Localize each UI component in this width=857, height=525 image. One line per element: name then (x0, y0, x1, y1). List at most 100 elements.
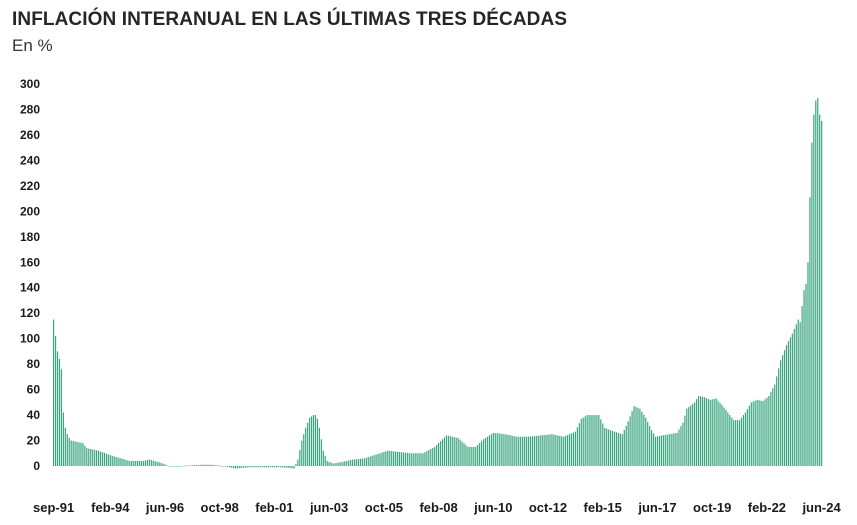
bar (543, 435, 545, 466)
bar (754, 400, 756, 466)
bar (389, 450, 391, 466)
bar (584, 416, 586, 466)
bar (262, 466, 264, 468)
bar (617, 432, 620, 466)
x-tick-label: feb-15 (584, 500, 622, 515)
bar (334, 463, 336, 466)
bar (193, 465, 195, 466)
bar (471, 446, 473, 466)
bar (477, 444, 479, 466)
bar (361, 458, 363, 466)
bar (293, 466, 295, 469)
x-tick-label: jun-03 (309, 500, 348, 515)
bar (117, 457, 119, 466)
bar (469, 446, 471, 466)
bar (778, 368, 780, 466)
bar (264, 466, 266, 468)
bar (715, 398, 717, 466)
bar (576, 427, 578, 466)
x-tick-label: jun-96 (145, 500, 184, 515)
bar (383, 451, 385, 466)
chart-title: INFLACIÓN INTERANUAL EN LAS ÚLTIMAS TRES… (12, 9, 568, 30)
bar (525, 436, 528, 466)
bar (813, 114, 815, 466)
bar (281, 466, 283, 468)
y-tick-label: 200 (20, 204, 40, 218)
bar (668, 434, 670, 466)
bar (774, 384, 776, 466)
bar (312, 415, 315, 466)
x-tick-label: feb-01 (255, 500, 293, 515)
bar (703, 397, 705, 466)
chart-subtitle: En % (12, 36, 53, 55)
bar (56, 351, 59, 466)
bar (789, 337, 791, 466)
bar (606, 428, 608, 466)
bar (770, 392, 772, 466)
bar (363, 458, 365, 466)
bar (742, 415, 745, 466)
bar (699, 396, 702, 466)
bar (314, 415, 317, 466)
bar (527, 436, 530, 466)
bar (707, 398, 709, 466)
bar (654, 436, 657, 466)
x-tick-label: sep-91 (33, 500, 74, 515)
bar (277, 466, 279, 468)
bar (408, 453, 410, 466)
bar (660, 435, 662, 466)
bar (725, 409, 727, 466)
bar (598, 415, 600, 466)
bar (199, 464, 201, 466)
bar (64, 427, 66, 466)
bar (649, 426, 651, 466)
bar (248, 466, 250, 468)
bar (150, 460, 152, 466)
bar (424, 452, 426, 466)
bar (285, 466, 287, 468)
bar (819, 114, 821, 466)
bar (66, 434, 68, 466)
bar (480, 441, 483, 466)
bar (125, 459, 127, 466)
bar (410, 453, 412, 466)
bar (748, 405, 750, 466)
bar (326, 460, 328, 466)
bar (694, 402, 696, 466)
bar (609, 430, 612, 466)
bar (379, 453, 381, 466)
bar (350, 460, 352, 466)
bar (332, 463, 334, 466)
x-tick-label: jun-10 (473, 500, 512, 515)
bar (68, 437, 70, 466)
bar (793, 328, 795, 466)
bar (275, 466, 277, 468)
bar (801, 306, 803, 466)
bar (254, 466, 256, 468)
bar (821, 120, 823, 467)
bar (183, 465, 186, 467)
bar (664, 434, 666, 466)
bar (566, 435, 569, 466)
bar (537, 435, 539, 466)
bar (559, 435, 561, 466)
bar-series (53, 98, 823, 469)
bar (318, 427, 320, 466)
bar (140, 460, 143, 466)
bar (197, 464, 199, 466)
y-tick-label: 160 (20, 255, 40, 269)
bar (146, 460, 149, 466)
bar (473, 446, 475, 466)
bar (352, 459, 354, 466)
bar (240, 466, 242, 468)
bar (488, 435, 491, 466)
bar (731, 417, 733, 466)
bar (138, 460, 141, 466)
bar (737, 420, 739, 466)
bar (625, 425, 627, 466)
y-tick-label: 60 (27, 383, 41, 397)
bar (152, 460, 154, 466)
bar (215, 465, 217, 466)
bar (400, 452, 403, 466)
bar (373, 455, 375, 466)
